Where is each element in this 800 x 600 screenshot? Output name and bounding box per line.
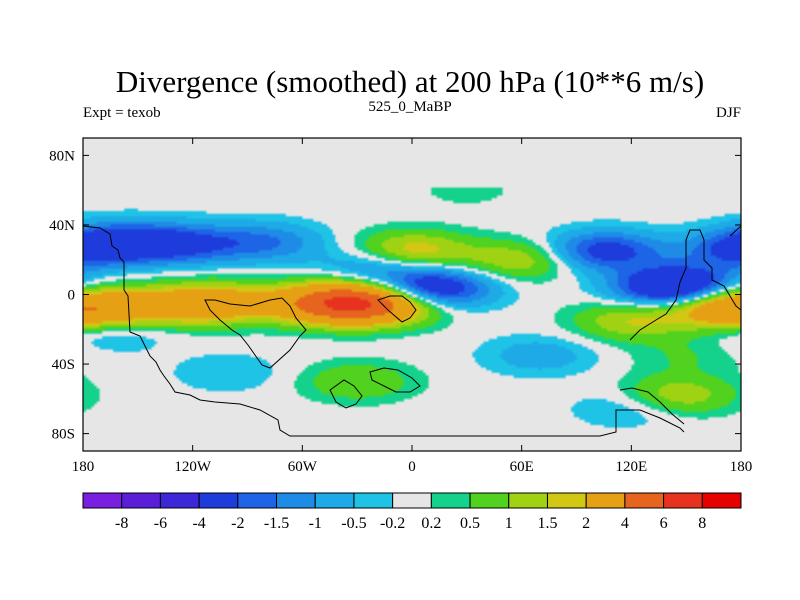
coastline-greenland: [329, 379, 363, 409]
coastline-australia: [619, 387, 685, 425]
x-axis: 180 120W 60W 0 60E 120E 180: [72, 138, 753, 475]
colorbar-swatch-3: [198, 492, 239, 509]
y-axis: 80N 40N 0 40S 80S: [49, 148, 741, 443]
colorbar-label-9: 0.5: [460, 515, 480, 532]
colorbar-label-13: 4: [621, 515, 629, 532]
y-tick-label-0: 80N: [49, 148, 75, 164]
x-tick-label-3: 0: [408, 459, 416, 475]
coastline-east: [729, 225, 741, 237]
colorbar-label-11: 1.5: [537, 515, 557, 532]
coastline-africa: [377, 295, 417, 323]
experiment-label: Expt = texob: [83, 105, 161, 121]
coastline-south-america: [204, 297, 307, 369]
colorbar-label-4: -1.5: [264, 515, 289, 532]
colorbar-label-2: -4: [192, 515, 205, 532]
colorbar-swatch-10: [469, 492, 510, 509]
chart-title: Divergence (smoothed) at 200 hPa (10**6 …: [116, 64, 704, 99]
colorbar-label-1: -6: [154, 515, 167, 532]
y-tick-label-1: 40N: [49, 218, 75, 234]
colorbar-swatch-13: [585, 492, 626, 509]
map-field: [83, 138, 741, 451]
coastlines: [83, 225, 741, 437]
colorbar-swatch-11: [508, 492, 548, 509]
y-tick-label-3: 40S: [52, 357, 75, 373]
colorbar-swatch-7: [353, 492, 394, 509]
colorbar-swatch-1: [121, 492, 161, 509]
colorbar-swatch-2: [159, 492, 200, 509]
colorbar-swatch-9: [430, 492, 471, 509]
colorbar-label-6: -0.5: [341, 515, 366, 532]
x-tick-label-0: 180: [72, 459, 95, 475]
colorbar-label-15: 8: [698, 515, 706, 532]
x-tick-label-6: 180: [730, 459, 753, 475]
colorbar-swatch-12: [546, 492, 587, 509]
colorbar-label-0: -8: [115, 515, 128, 532]
y-tick-label-4: 80S: [52, 427, 75, 443]
colorbar-label-14: 6: [660, 515, 668, 532]
colorbar-swatch-6: [314, 492, 355, 509]
x-tick-label-5: 120E: [615, 459, 647, 475]
coastline-asia: [629, 229, 741, 341]
season-label: DJF: [716, 105, 741, 121]
colorbar: -8 -6 -4 -2 -1.5 -1 -0.5 -0.2 0.2 0.5 1 1.5 2 4 6 8: [82, 492, 742, 532]
colorbar-swatch-16: [701, 492, 742, 509]
colorbar-swatch-14: [624, 492, 665, 509]
x-tick-label-2: 60W: [288, 459, 318, 475]
colorbar-swatch-8: [392, 492, 432, 509]
colorbar-swatch-5: [276, 492, 316, 509]
colorbar-label-3: -2: [231, 515, 244, 532]
y-tick-label-2: 0: [68, 288, 76, 304]
colorbar-label-12: 2: [582, 515, 590, 532]
x-tick-label-1: 120W: [174, 459, 212, 475]
divergence-shading: [83, 138, 741, 451]
x-tick-label-4: 60E: [510, 459, 534, 475]
colorbar-swatch-15: [663, 492, 703, 509]
period-label: 525_0_MaBP: [368, 99, 451, 115]
colorbar-swatch-4: [237, 492, 278, 509]
colorbar-label-7: -0.2: [380, 515, 405, 532]
coastline-north-america: [83, 225, 685, 437]
colorbar-label-5: -1: [309, 515, 322, 532]
colorbar-swatch-0: [82, 492, 123, 509]
colorbar-label-8: 0.2: [421, 515, 441, 532]
coastline-europe: [369, 367, 421, 393]
colorbar-label-10: 1: [505, 515, 513, 532]
